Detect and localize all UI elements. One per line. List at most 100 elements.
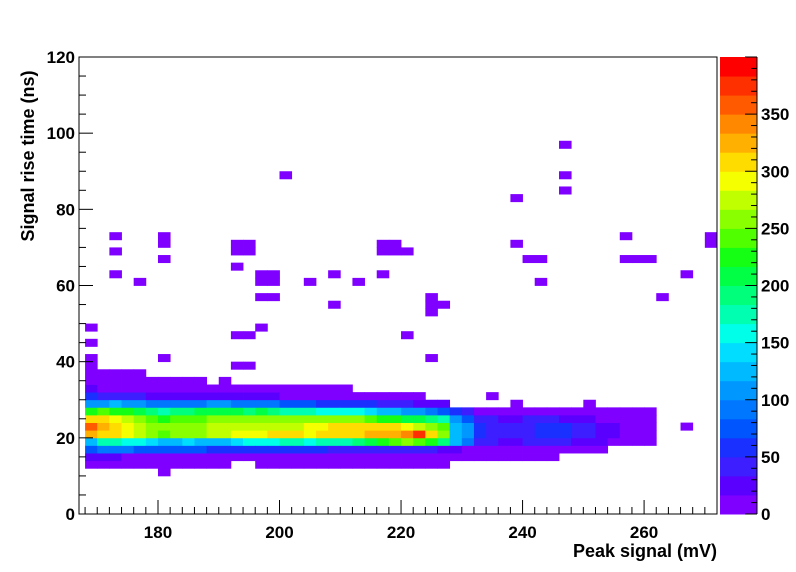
heatmap-cell (315, 422, 329, 431)
heatmap-cell (473, 453, 487, 462)
heatmap-cell (631, 414, 645, 423)
heatmap-cell (170, 437, 183, 446)
heatmap-cell (230, 445, 244, 454)
heatmap-cell (157, 239, 171, 248)
heatmap-cell (291, 445, 305, 454)
heatmap-cell (401, 422, 414, 431)
heatmap-cell (644, 414, 657, 423)
heatmap-cell (145, 445, 159, 454)
heatmap-cell (97, 445, 110, 454)
x-tick-label: 240 (508, 523, 536, 542)
heatmap-cell (315, 384, 329, 393)
heatmap-cell (315, 399, 329, 408)
heatmap-cell (109, 407, 122, 416)
heatmap-cell (291, 430, 305, 439)
heatmap-cell (85, 422, 98, 431)
heatmap-cell (121, 407, 135, 416)
heatmap-cell (413, 445, 426, 454)
heatmap-cell (631, 437, 645, 446)
color-scale-step (720, 95, 757, 115)
heatmap-cell (559, 437, 572, 446)
heatmap-cell (97, 399, 110, 408)
heatmap-cell (352, 453, 365, 462)
heatmap-cell (413, 392, 426, 401)
heatmap-cell (121, 399, 135, 408)
color-scale-step (720, 380, 757, 401)
heatmap-cell (413, 422, 426, 431)
heatmap-cell (328, 407, 341, 416)
heatmap-cell (109, 414, 122, 423)
heatmap-cell (109, 445, 122, 454)
heatmap-cell (230, 414, 244, 423)
heatmap-cell (267, 392, 280, 401)
heatmap-cell (510, 194, 523, 203)
x-tick-label: 220 (387, 523, 415, 542)
heatmap-cell (559, 186, 572, 195)
heatmap-cell (376, 239, 390, 248)
heatmap-cell (121, 384, 135, 393)
heatmap-cell (303, 453, 317, 462)
heatmap-cell (388, 239, 402, 248)
color-scale-step (720, 171, 757, 191)
heatmap-cell (85, 338, 98, 347)
heatmap-cell (449, 407, 463, 416)
heatmap-cell (522, 422, 536, 431)
heatmap-cell (109, 384, 122, 393)
heatmap-cell (546, 422, 560, 431)
heatmap-cell (243, 453, 256, 462)
heatmap-cell (559, 407, 572, 416)
heatmap-cell (157, 430, 171, 439)
color-scale-step (720, 399, 757, 420)
heatmap-cell (644, 422, 657, 431)
heatmap-cell (437, 437, 451, 446)
heatmap-cell (376, 437, 390, 446)
heatmap-cell (267, 460, 280, 469)
heatmap-cell (510, 430, 523, 439)
heatmap-cell (522, 453, 536, 462)
heatmap-cell (364, 445, 378, 454)
x-tick-label: 180 (144, 523, 172, 542)
heatmap-cell (644, 255, 657, 264)
heatmap-cell (631, 255, 645, 264)
heatmap-cell (583, 437, 596, 446)
y-axis-title: Signal rise time (ns) (18, 70, 38, 241)
heatmap-cell (571, 445, 584, 454)
heatmap-cell (595, 414, 609, 423)
heatmap-cell (267, 293, 280, 302)
heatmap-cell (218, 384, 232, 393)
heatmap-cell (267, 453, 280, 462)
heatmap-cell (170, 460, 183, 469)
heatmap-cell (425, 445, 438, 454)
heatmap-cell (218, 422, 232, 431)
heatmap-cell (109, 232, 122, 241)
heatmap-cell (291, 384, 305, 393)
heatmap-cell (437, 453, 451, 462)
heatmap-cell (388, 453, 402, 462)
heatmap-cell (437, 422, 451, 431)
heatmap-cell (109, 399, 122, 408)
heatmap-cell (449, 422, 463, 431)
color-scale-step (720, 361, 757, 382)
color-scale-step (720, 285, 757, 306)
heatmap-cell (364, 437, 378, 446)
heatmap-cell (218, 460, 232, 469)
heatmap-cell (182, 384, 195, 393)
heatmap-cell (85, 460, 98, 469)
heatmap-cell (133, 414, 147, 423)
heatmap-cell (133, 384, 147, 393)
heatmap-cell (437, 414, 451, 423)
heatmap-cell (328, 414, 341, 423)
heatmap-cell (340, 392, 353, 401)
heatmap-cell (230, 262, 244, 271)
heatmap-cell (607, 430, 621, 439)
heatmap-cell (340, 384, 353, 393)
heatmap-cell (194, 437, 207, 446)
heatmap-cell (121, 437, 135, 446)
heatmap-cell (279, 430, 293, 439)
heatmap-cell (230, 247, 244, 256)
heatmap-cell (315, 437, 329, 446)
heatmap-cell (388, 460, 402, 469)
heatmap-cell (97, 422, 110, 431)
heatmap-cell (461, 414, 475, 423)
heatmap-cell (413, 399, 426, 408)
